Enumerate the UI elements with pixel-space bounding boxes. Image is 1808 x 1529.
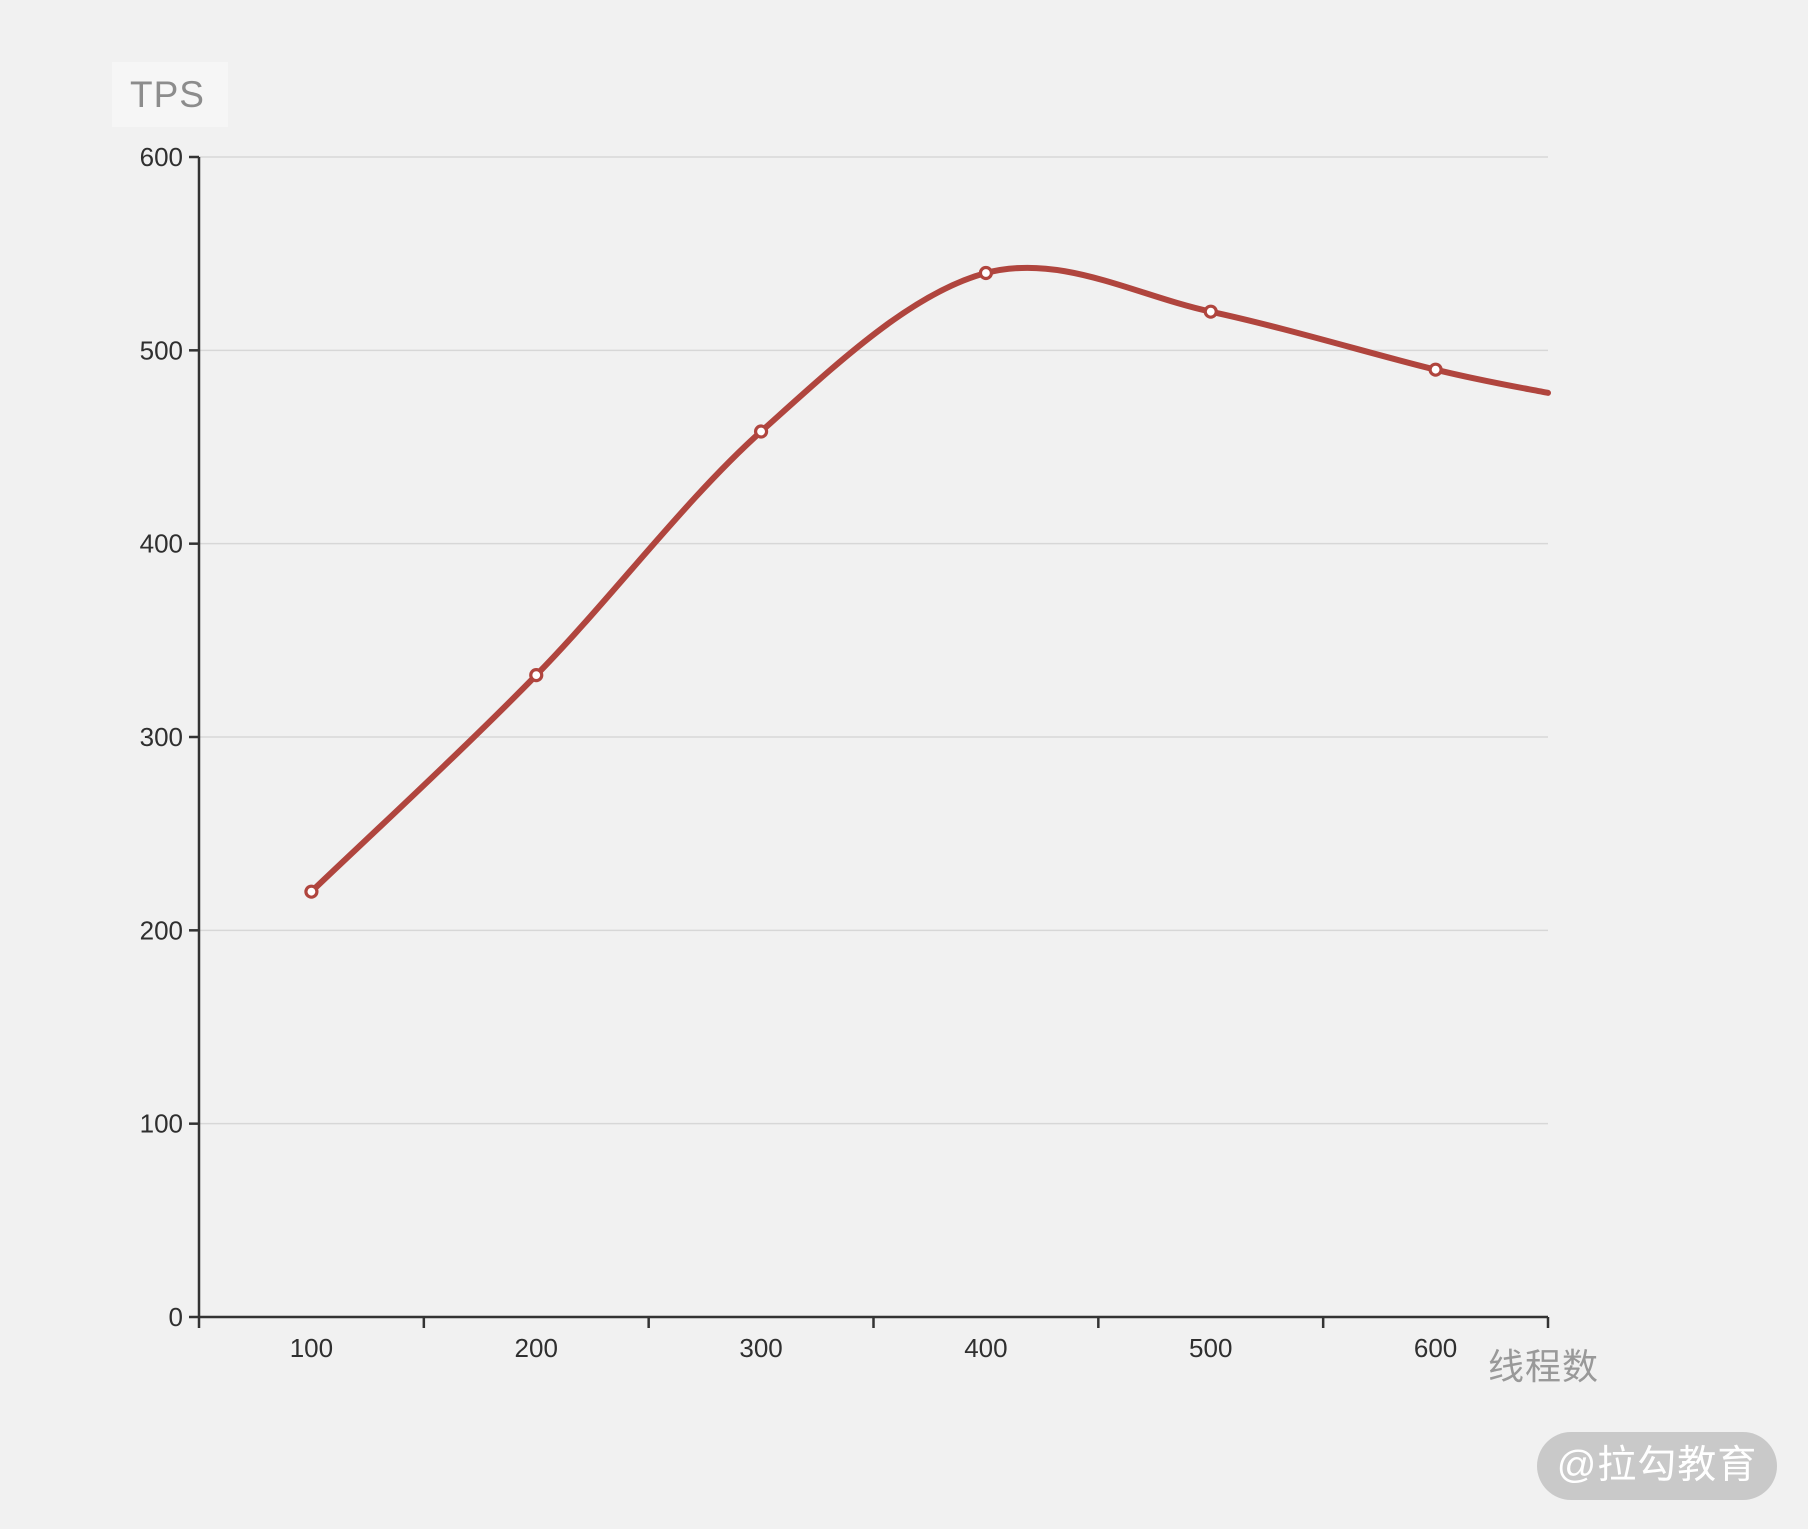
x-axis-tick-label: 600 bbox=[1414, 1333, 1457, 1363]
y-axis-tick-label: 0 bbox=[169, 1302, 183, 1332]
x-axis-tick-label: 500 bbox=[1189, 1333, 1232, 1363]
data-point-marker bbox=[753, 424, 769, 439]
y-axis-tick-label: 600 bbox=[140, 142, 183, 172]
y-axis-tick-label: 200 bbox=[140, 915, 183, 945]
chart-title: TPS bbox=[112, 62, 228, 127]
data-point-marker bbox=[529, 668, 544, 683]
series-line bbox=[308, 264, 1551, 895]
y-axis-tick-label: 400 bbox=[140, 529, 183, 559]
watermark-badge: @拉勾教育 bbox=[1537, 1432, 1777, 1500]
x-axis-tick-label: 100 bbox=[290, 1333, 333, 1363]
x-axis-tick-label: 400 bbox=[964, 1333, 1007, 1363]
data-point-marker bbox=[1428, 362, 1443, 377]
y-axis-tick-label: 300 bbox=[140, 722, 183, 752]
y-axis-tick-label: 500 bbox=[140, 335, 183, 365]
x-axis-tick-label: 300 bbox=[739, 1333, 782, 1363]
data-point-marker bbox=[978, 265, 994, 281]
x-axis-name: 线程数 bbox=[1488, 1346, 1600, 1387]
data-point-marker bbox=[304, 884, 319, 899]
y-axis-tick-label: 100 bbox=[140, 1109, 183, 1139]
x-axis-tick-label: 200 bbox=[515, 1333, 558, 1363]
data-point-marker bbox=[1203, 304, 1218, 319]
